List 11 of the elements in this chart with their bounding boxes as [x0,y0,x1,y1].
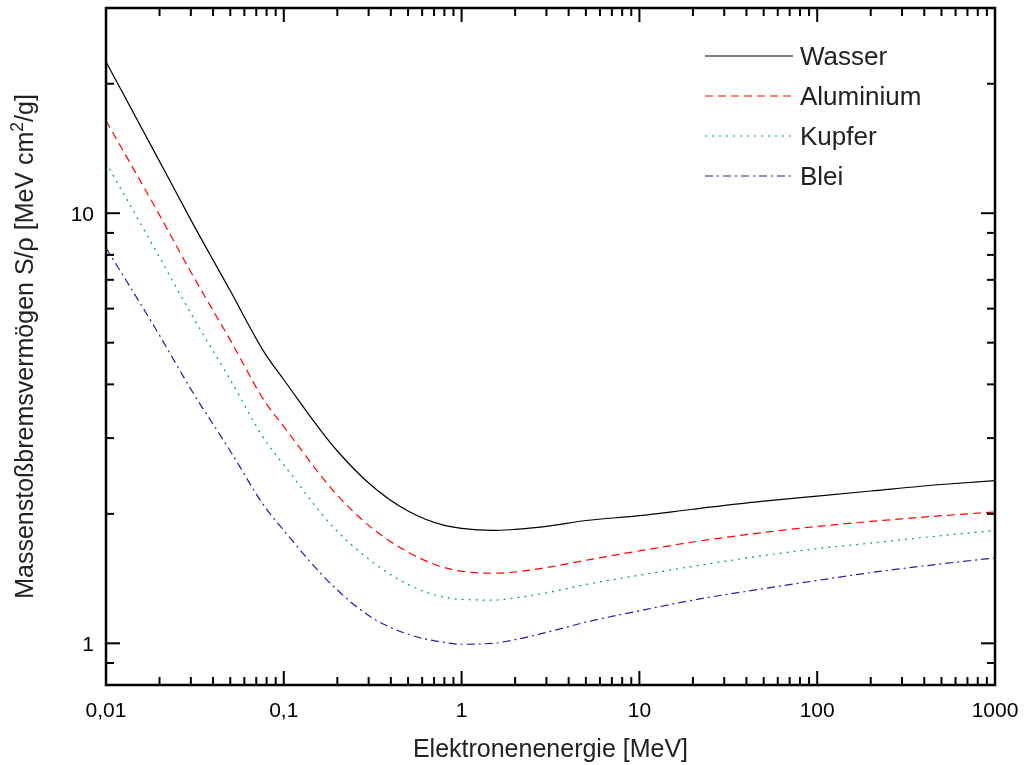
x-tick-label: 0,1 [269,698,299,721]
x-tick-label: 100 [799,698,835,721]
x-tick-label: 10 [627,698,652,721]
x-tick-label: 0,01 [85,698,127,721]
legend-label: Blei [800,161,844,192]
legend-label: Aluminium [800,81,922,112]
x-axis-title: Elektronenenergie [MeV] [412,734,689,762]
legend-label: Kupfer [800,121,877,152]
x-tick-label: 1 [455,698,468,721]
x-tick-label: 1000 [971,698,1019,721]
legend-label: Wasser [800,41,888,72]
